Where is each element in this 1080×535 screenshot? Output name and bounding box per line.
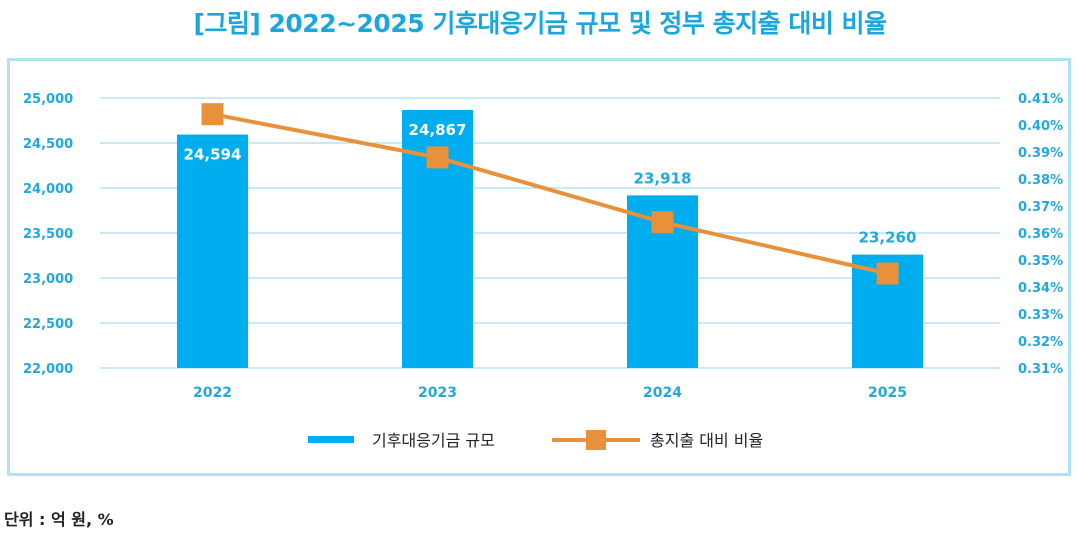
bar-data-label: 23,918 <box>634 169 692 187</box>
chart-title: [그림] 2022~2025 기후대응기금 규모 및 정부 총지출 대비 비율 <box>193 9 887 38</box>
line-point-marker <box>876 262 899 285</box>
y-right-tick-label: 0.37% <box>1018 200 1063 215</box>
line-point-marker <box>651 211 674 234</box>
y-left-tick-label: 22,500 <box>23 317 73 332</box>
bar-data-label: 23,260 <box>859 229 917 247</box>
y-left-tick-label: 23,500 <box>23 227 73 242</box>
legend-bar-swatch <box>308 436 354 443</box>
line-point-marker <box>201 103 224 126</box>
y-left-tick-label: 22,000 <box>23 362 73 377</box>
line-point-marker <box>426 146 449 169</box>
x-tick-label: 2025 <box>868 385 907 401</box>
y-left-tick-label: 23,000 <box>23 272 73 287</box>
bar <box>177 134 248 368</box>
ratio-line <box>212 112 888 276</box>
x-tick-label: 2024 <box>643 385 682 401</box>
y-right-tick-label: 0.33% <box>1018 308 1063 323</box>
chart-svg: 22,000 22,500 23,000 23,500 24,000 24,500 25,0… <box>23 92 1063 450</box>
y-right-tick-label: 0.31% <box>1018 362 1063 377</box>
bar-data-label: 24,867 <box>409 121 467 139</box>
unit-note: 단위 : 억 원, % <box>4 510 114 529</box>
bar-data-label: 24,594 <box>184 146 242 164</box>
y-right-tick-label: 0.32% <box>1018 335 1063 350</box>
legend-bar-label: 기후대응기금 규모 <box>372 431 495 450</box>
x-tick-label: 2023 <box>418 385 457 401</box>
legend-line-marker <box>586 430 606 450</box>
y-right-tick-label: 0.39% <box>1018 146 1063 161</box>
legend-line-label: 총지출 대비 비율 <box>650 431 763 450</box>
y-right-tick-label: 0.40% <box>1018 119 1063 134</box>
y-right-tick-label: 0.38% <box>1018 173 1063 188</box>
y-right-tick-label: 0.36% <box>1018 227 1063 242</box>
y-left-tick-label: 24,000 <box>23 182 73 197</box>
y-right-tick-label: 0.35% <box>1018 254 1063 269</box>
y-right-tick-label: 0.34% <box>1018 281 1063 296</box>
x-tick-label: 2022 <box>193 385 232 401</box>
y-left-tick-label: 24,500 <box>23 137 73 152</box>
y-left-tick-label: 25,000 <box>23 92 73 107</box>
y-right-tick-label: 0.41% <box>1018 92 1063 107</box>
chart-frame: 22,000 22,500 23,000 23,500 24,000 24,500 25,0… <box>7 58 1071 476</box>
